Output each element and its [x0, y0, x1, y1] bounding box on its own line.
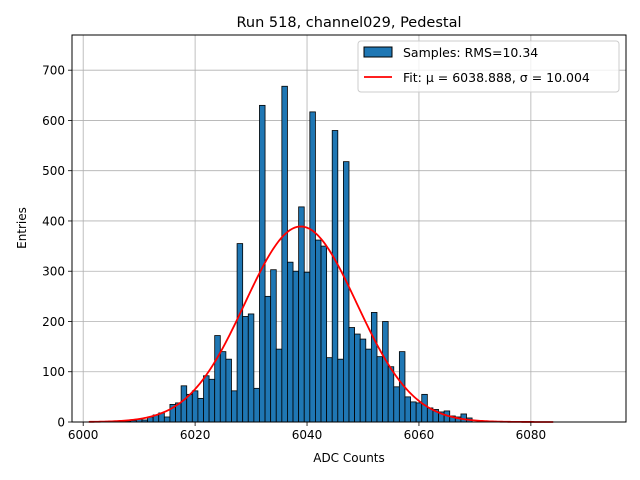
y-tick-label: 400	[42, 214, 65, 228]
histogram-bar	[359, 338, 367, 423]
histogram-bar	[337, 358, 344, 423]
y-tick-label: 500	[42, 164, 65, 178]
x-tick-label: 6000	[68, 428, 99, 442]
histogram-bar	[214, 335, 221, 423]
histogram-bar	[186, 393, 193, 423]
fit-curve	[88, 225, 554, 423]
histogram-bar	[231, 390, 238, 423]
x-axis-ticks: 6000 6020 6040 6060 6080	[68, 422, 546, 442]
y-axis-label: Entries	[15, 207, 29, 249]
histogram-bar	[387, 366, 395, 423]
histogram-bar	[236, 243, 244, 423]
histogram-bar	[365, 348, 372, 423]
legend-fit-label: Fit: μ = 6038.888, σ = 10.004	[403, 70, 590, 85]
histogram-bar	[354, 333, 361, 423]
histogram-bar	[270, 269, 277, 423]
histogram-bar	[191, 390, 199, 423]
histogram-bar	[393, 386, 400, 423]
histogram-bars	[124, 85, 473, 423]
histogram-bar	[348, 327, 355, 423]
legend-samples-label: Samples: RMS=10.34	[403, 45, 538, 60]
histogram-bar	[225, 358, 232, 423]
fit-curve-group	[88, 225, 554, 423]
histogram-bar	[292, 270, 300, 423]
x-tick-label: 6020	[180, 428, 211, 442]
histogram-bar	[326, 357, 333, 423]
x-tick-label: 6080	[516, 428, 547, 442]
histogram-bar	[331, 130, 339, 423]
histogram-bar	[242, 316, 249, 423]
histogram-bar	[404, 396, 411, 423]
histogram-bar	[264, 295, 272, 423]
histogram-bar	[253, 387, 260, 423]
histogram-bar	[281, 85, 288, 423]
histogram-bar	[382, 321, 389, 423]
histogram-bar	[208, 378, 216, 423]
histogram-bar	[315, 239, 322, 423]
legend-frame	[357, 40, 620, 93]
y-tick-label: 300	[42, 265, 65, 279]
histogram-bar	[287, 261, 294, 423]
histogram-bar	[376, 356, 383, 423]
histogram-bar	[298, 206, 305, 423]
histogram-bar	[370, 312, 378, 423]
histogram-bar	[303, 271, 311, 423]
histogram-bar	[309, 111, 316, 423]
x-tick-label: 6060	[404, 428, 435, 442]
legend-samples-swatch	[363, 46, 393, 58]
y-tick-label: 100	[42, 365, 65, 379]
histogram-bar	[415, 402, 423, 423]
histogram-bar	[203, 375, 210, 423]
legend: Samples: RMS=10.34 Fit: μ = 6038.888, σ …	[357, 40, 620, 93]
histogram-bar	[421, 393, 428, 423]
y-tick-label: 600	[42, 114, 65, 128]
chart-title: Run 518, channel029, Pedestal	[236, 15, 461, 31]
x-tick-label: 6040	[292, 428, 323, 442]
y-tick-label: 0	[57, 416, 65, 430]
y-axis-ticks: 0 100 200 300 400 500 600 700	[42, 64, 72, 430]
plot-frame	[71, 34, 627, 423]
histogram-bar	[247, 313, 255, 423]
histogram-bar	[320, 245, 328, 423]
histogram-bar	[275, 348, 283, 423]
histogram-bar	[197, 397, 204, 423]
y-tick-label: 700	[42, 64, 65, 78]
histogram-bar	[163, 416, 171, 423]
y-tick-label: 200	[42, 315, 65, 329]
histogram-bar	[219, 351, 227, 423]
histogram-bar	[410, 401, 417, 423]
histogram-bar	[343, 161, 350, 423]
x-axis-label: ADC Counts	[313, 451, 385, 465]
histogram-bar	[180, 385, 188, 423]
